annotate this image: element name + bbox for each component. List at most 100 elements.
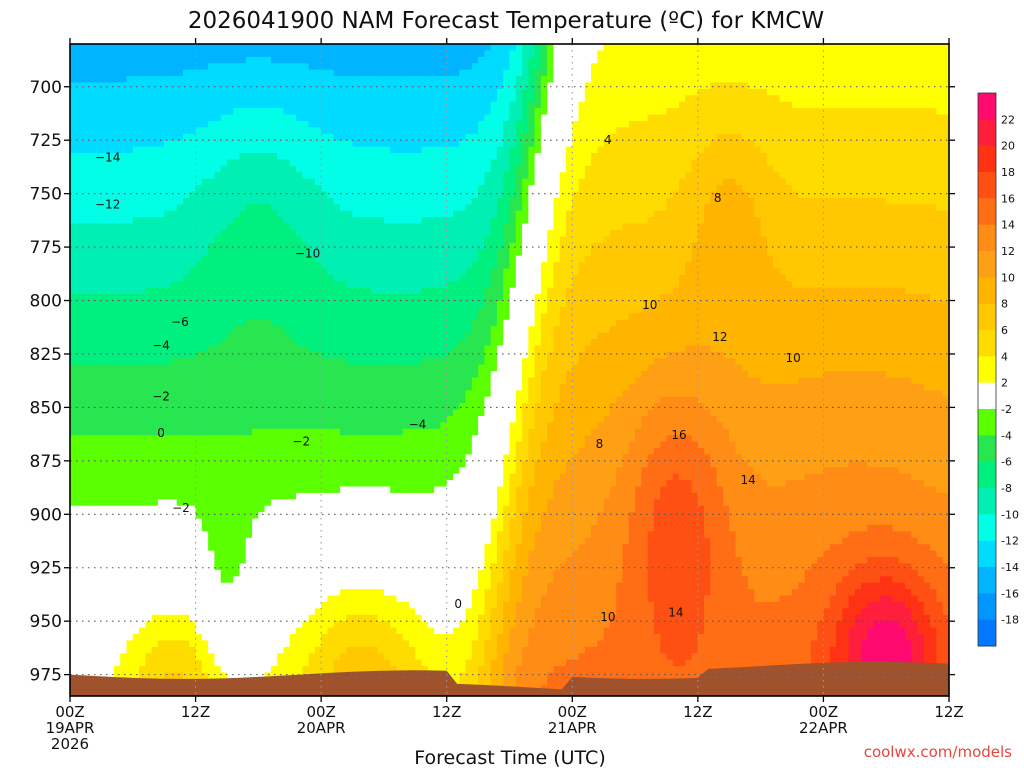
heatmap-cell xyxy=(70,332,77,340)
heatmap-cell xyxy=(233,287,241,295)
heatmap-cell xyxy=(189,480,197,488)
heatmap-cell xyxy=(82,377,90,385)
heatmap-cell xyxy=(113,351,121,359)
heatmap-cell xyxy=(145,204,153,212)
heatmap-cell xyxy=(107,185,115,193)
heatmap-cell xyxy=(70,204,77,212)
heatmap-cell xyxy=(371,582,379,590)
heatmap-cell xyxy=(239,255,247,263)
heatmap-cell xyxy=(170,544,178,552)
heatmap-cell xyxy=(283,345,291,353)
heatmap-cell xyxy=(289,492,297,500)
heatmap-cell xyxy=(101,608,109,616)
heatmap-cell xyxy=(151,262,159,270)
heatmap-cell xyxy=(321,409,329,417)
heatmap-cell xyxy=(76,499,84,507)
heatmap-cell xyxy=(245,640,253,648)
heatmap-cell xyxy=(283,146,291,154)
heatmap-cell xyxy=(132,460,140,468)
heatmap-cell xyxy=(302,435,310,443)
heatmap-cell xyxy=(314,44,322,52)
heatmap-cell xyxy=(296,377,303,385)
heatmap-cell xyxy=(239,608,247,616)
heatmap-cell xyxy=(139,627,146,635)
heatmap-cell xyxy=(239,448,247,456)
heatmap-cell xyxy=(352,364,360,372)
heatmap-cell xyxy=(214,415,222,423)
heatmap-cell xyxy=(214,217,222,225)
heatmap-cell xyxy=(277,306,285,314)
heatmap-cell xyxy=(176,653,184,661)
heatmap-cell xyxy=(245,441,253,449)
heatmap-cell xyxy=(151,518,159,526)
heatmap-cell xyxy=(352,646,360,654)
heatmap-cell xyxy=(371,634,379,642)
heatmap-cell xyxy=(289,634,297,642)
heatmap-cell xyxy=(233,172,241,180)
heatmap-cell xyxy=(302,236,310,244)
heatmap-cell xyxy=(346,108,354,116)
heatmap-cell xyxy=(339,249,347,257)
heatmap-cell xyxy=(233,217,241,225)
heatmap-cell xyxy=(289,448,297,456)
heatmap-cell xyxy=(252,595,259,603)
heatmap-cell xyxy=(208,537,216,545)
heatmap-cell xyxy=(170,473,178,481)
heatmap-cell xyxy=(101,499,109,507)
heatmap-cell xyxy=(107,659,115,667)
heatmap-cell xyxy=(258,300,266,308)
heatmap-cell xyxy=(120,383,128,391)
heatmap-cell xyxy=(220,153,228,161)
heatmap-cell xyxy=(95,153,102,161)
heatmap-cell xyxy=(296,82,303,90)
heatmap-cell xyxy=(314,486,322,494)
heatmap-cell xyxy=(327,127,335,135)
heatmap-cell xyxy=(214,383,222,391)
heatmap-cell xyxy=(339,441,347,449)
heatmap-cell xyxy=(82,441,90,449)
heatmap-cell xyxy=(113,634,121,642)
heatmap-cell xyxy=(308,358,316,366)
heatmap-cell xyxy=(270,460,278,468)
heatmap-cell xyxy=(195,441,203,449)
heatmap-cell xyxy=(189,383,197,391)
heatmap-cell xyxy=(183,281,190,289)
heatmap-cell xyxy=(126,50,134,58)
heatmap-cell xyxy=(239,403,247,411)
heatmap-cell xyxy=(302,415,310,423)
heatmap-cell xyxy=(220,268,228,276)
heatmap-cell xyxy=(151,287,159,295)
heatmap-cell xyxy=(139,621,146,629)
heatmap-cell xyxy=(95,557,102,565)
heatmap-cell xyxy=(252,505,259,513)
heatmap-cell xyxy=(346,396,354,404)
heatmap-cell xyxy=(321,659,329,667)
heatmap-cell xyxy=(120,268,128,276)
heatmap-cell xyxy=(170,313,178,321)
heatmap-cell xyxy=(252,249,259,257)
heatmap-cell xyxy=(220,364,228,372)
heatmap-cell xyxy=(327,242,335,250)
heatmap-cell xyxy=(126,133,134,141)
heatmap-cell xyxy=(264,294,272,302)
heatmap-cell xyxy=(296,185,303,193)
heatmap-cell xyxy=(239,172,247,180)
heatmap-cell xyxy=(107,390,115,398)
heatmap-cell xyxy=(327,467,335,475)
heatmap-cell xyxy=(289,153,297,161)
heatmap-cell xyxy=(176,499,184,507)
heatmap-cell xyxy=(176,63,184,71)
heatmap-cell xyxy=(321,422,329,430)
chart-title: 2026041900 NAM Forecast Temperature (ºC)… xyxy=(188,8,824,34)
heatmap-cell xyxy=(346,262,354,270)
heatmap-cell xyxy=(308,165,316,173)
heatmap-cell xyxy=(258,146,266,154)
heatmap-cell xyxy=(164,159,172,167)
heatmap-cell xyxy=(333,249,341,257)
heatmap-cell xyxy=(233,50,241,58)
heatmap-cell xyxy=(289,236,297,244)
heatmap-cell xyxy=(183,185,190,193)
heatmap-cell xyxy=(183,396,190,404)
heatmap-cell xyxy=(76,601,84,609)
heatmap-cell xyxy=(277,345,285,353)
